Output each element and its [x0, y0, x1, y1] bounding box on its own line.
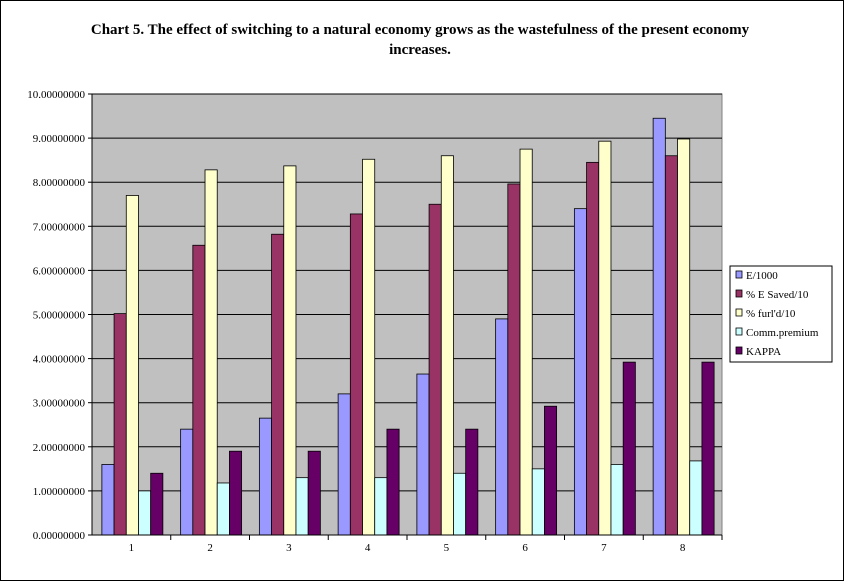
bar	[229, 450, 243, 536]
x-axis-tick-labels: 1 2 3 4 5 6 7 8	[129, 542, 686, 554]
bar	[689, 460, 703, 536]
bar	[598, 140, 612, 536]
y-tick-label: 1.00000000	[33, 486, 86, 498]
bar	[258, 417, 272, 536]
bar	[374, 477, 388, 536]
x-tick-label: 4	[365, 542, 371, 554]
chart-title-line-1: Chart 5. The effect of switching to a na…	[90, 22, 750, 38]
bar	[386, 428, 400, 536]
legend-swatch	[735, 327, 743, 336]
legend-swatch	[735, 270, 743, 279]
bars	[101, 117, 715, 536]
bar	[586, 161, 600, 536]
y-tick-label: 8.00000000	[33, 177, 86, 189]
legend-swatch	[735, 308, 743, 317]
legend: E/1000 % E Saved/10 % furl'd/10 Comm.premiu…	[729, 265, 833, 363]
bar	[664, 155, 678, 536]
legend-label: Comm.premium	[746, 327, 819, 339]
x-tick-label: 5	[444, 542, 450, 554]
y-tick-label: 3.00000000	[33, 398, 86, 410]
bar	[652, 117, 666, 536]
bar	[573, 208, 587, 536]
x-tick-label: 1	[129, 542, 135, 554]
y-tick-label: 9.00000000	[33, 133, 86, 145]
bar	[150, 472, 164, 536]
y-tick-label: 6.00000000	[33, 265, 86, 277]
bar	[362, 158, 376, 536]
y-tick-label: 0.00000000	[33, 530, 86, 542]
legend-label: % furl'd/10	[746, 308, 796, 320]
y-tick-label: 5.00000000	[33, 310, 86, 322]
bar	[138, 490, 152, 536]
y-tick-label: 4.00000000	[33, 354, 86, 366]
bar	[337, 393, 351, 536]
bar	[610, 464, 624, 536]
bar	[125, 195, 139, 536]
bar	[416, 373, 430, 536]
bar	[531, 468, 545, 536]
bar	[271, 233, 285, 536]
bar	[519, 148, 533, 536]
bar	[349, 213, 363, 536]
y-tick-label: 7.00000000	[33, 221, 86, 233]
bar	[440, 155, 454, 536]
bar	[204, 169, 218, 536]
y-tick-label: 10.00000000	[27, 89, 85, 101]
bar	[453, 472, 467, 536]
y-axis-tick-labels: 0.00000000 1.00000000 2.00000000 3.00000000…	[27, 89, 85, 542]
bar	[192, 244, 206, 536]
chart-title-line-2: increases.	[389, 42, 451, 58]
bar	[307, 450, 321, 536]
bar	[101, 464, 115, 536]
bar	[113, 313, 127, 536]
x-tick-label: 7	[601, 542, 607, 554]
bar	[495, 318, 509, 536]
axes	[88, 93, 723, 540]
bar	[544, 405, 558, 536]
bar	[677, 138, 691, 536]
bar	[283, 165, 297, 536]
bar	[180, 428, 194, 536]
legend-box	[729, 265, 833, 363]
legend-swatch	[735, 346, 743, 355]
chart-title: Chart 5. The effect of switching to a na…	[60, 20, 780, 60]
legend-swatch	[735, 289, 743, 298]
legend-label: E/1000	[746, 270, 778, 282]
x-tick-label: 6	[522, 542, 528, 554]
bar	[507, 183, 521, 536]
bar	[216, 482, 230, 536]
bar	[428, 203, 442, 536]
bar	[622, 361, 636, 536]
bar	[465, 428, 479, 536]
x-tick-label: 2	[207, 542, 213, 554]
bar	[701, 361, 715, 536]
x-tick-label: 8	[680, 542, 686, 554]
x-tick-label: 3	[286, 542, 292, 554]
legend-label: % E Saved/10	[746, 289, 809, 301]
y-tick-label: 2.00000000	[33, 442, 86, 454]
bar	[295, 477, 309, 536]
legend-label: KAPPA	[746, 346, 781, 358]
